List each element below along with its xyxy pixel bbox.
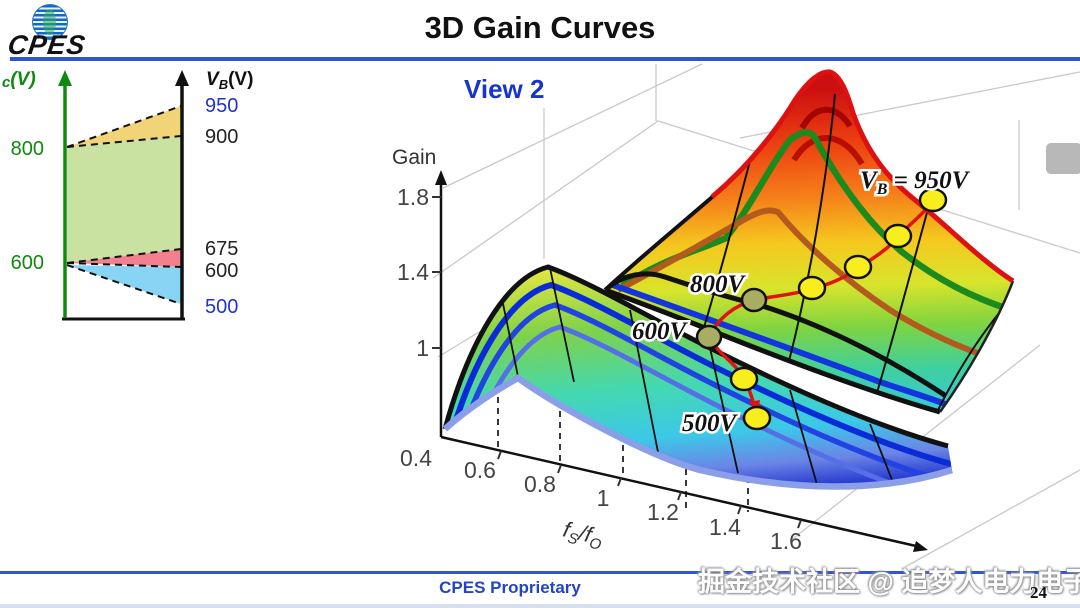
marker-yellow-950v: [918, 187, 948, 213]
video-overlay-badge[interactable]: [1046, 143, 1080, 174]
peak-dark-band: [799, 106, 853, 130]
curve-600v-blue: [608, 281, 947, 407]
curve-900v-green: [620, 129, 1010, 313]
fs-fo-axis-label: fS/fO: [560, 517, 606, 554]
label-600v: 600V: [632, 318, 689, 345]
label-vb-950v: VB = 950V: [860, 167, 971, 198]
vc-axis-label: c(V): [2, 69, 36, 91]
gain-tick-1-4: 1.4: [397, 259, 429, 285]
vb-tick-900: 900: [205, 126, 238, 148]
x-tick-0-6: 0.6: [464, 457, 496, 483]
marker-yellow: [883, 223, 913, 249]
surface-low-voltage: [442, 267, 953, 490]
back-sheet-right-edge: [938, 280, 1015, 413]
curve-500v-periwinkle-edge: [442, 374, 953, 490]
header-rule: [10, 57, 1080, 61]
region-green: [67, 136, 181, 263]
fs-fo-axis-arrow: [913, 541, 928, 552]
footer-rule: [0, 571, 1080, 574]
label-800v: 800V: [690, 271, 747, 298]
page-number: 24: [1030, 583, 1047, 602]
watermark: 掘金技术社区 @ 追梦人电力电子: [698, 567, 1080, 597]
vb-tick-500: 500: [205, 296, 238, 318]
vc-tick-800: 800: [11, 138, 44, 160]
marker-yellow: [797, 275, 827, 301]
voltage-map-labels: c(V) VB(V) 800 600 950 900 675 600 500: [2, 69, 253, 318]
plot-axes: [432, 170, 928, 552]
vb-tick-950: 950: [205, 95, 238, 117]
gain-axis-ticks: [432, 196, 441, 349]
curve-800v-black: [605, 271, 948, 399]
bottom-strip: [0, 604, 1080, 608]
tick-droplines: [497, 386, 749, 512]
voltage-annotations: VB = 950V 800V 600V 500V: [630, 165, 974, 440]
back-sheet-left-edge: [603, 190, 720, 292]
x-tick-0-8: 0.8: [524, 471, 556, 497]
region-dashed-borders: [66, 105, 182, 305]
cpes-logo: CPES: [6, 2, 106, 60]
operating-trajectory: [695, 187, 948, 431]
gain-tick-0-4: 0.4: [400, 445, 432, 471]
front-mesh-lines: [499, 267, 897, 487]
marker-yellow: [843, 254, 873, 280]
gain-tick-1-8: 1.8: [397, 184, 429, 210]
peak-dark-band: [791, 135, 865, 166]
fs-fo-axis-ticks: [497, 450, 802, 529]
marker-yellow-500v: [742, 405, 772, 431]
plot-text: View 2 Gain 1.8 1.4 1 0.4 0.6 0.8 1 1.2 …: [392, 74, 802, 554]
x-tick-1-4: 1.4: [709, 514, 741, 540]
surface-high-voltage: [603, 69, 1015, 415]
gain-tick-1: 1: [416, 335, 429, 361]
cpes-globe-icon: [32, 4, 68, 40]
proprietary-label: CPES Proprietary: [439, 578, 581, 597]
voltage-map-regions: [66, 105, 182, 305]
vb-tick-600: 600: [205, 260, 238, 282]
marker-olive-800v: [740, 287, 768, 313]
back-sheet-front-edge: [604, 287, 941, 415]
vb-tick-675: 675: [205, 238, 238, 260]
gain-axis-arrow: [435, 170, 447, 185]
x-tick-1-6: 1.6: [770, 528, 802, 554]
label-500v: 500V: [682, 410, 739, 437]
view-label: View 2: [464, 74, 544, 104]
curve-950v-red-edge: [710, 69, 1015, 284]
vc-axis-arrow: [58, 70, 72, 86]
gain-3d-plot: VB = 950V 800V 600V 500V View 2 Gain 1.8…: [392, 63, 1080, 568]
slide-title: 3D Gain Curves: [424, 10, 656, 45]
trajectory-markers: [695, 187, 948, 431]
marker-yellow: [729, 366, 759, 392]
vc-tick-600: 600: [11, 252, 44, 274]
curve-850v-orange: [616, 207, 982, 357]
voltage-map-axes: [58, 70, 189, 321]
gain-axis-label: Gain: [392, 146, 436, 169]
marker-olive-600v: [695, 324, 723, 350]
vb-axis-label: VB(V): [206, 69, 253, 92]
voltage-map-diagram: c(V) VB(V) 800 600 950 900 675 600 500: [2, 69, 253, 321]
x-tick-1: 1: [597, 485, 610, 511]
vb-axis-arrow: [175, 70, 189, 86]
x-tick-1-2: 1.2: [647, 499, 679, 525]
